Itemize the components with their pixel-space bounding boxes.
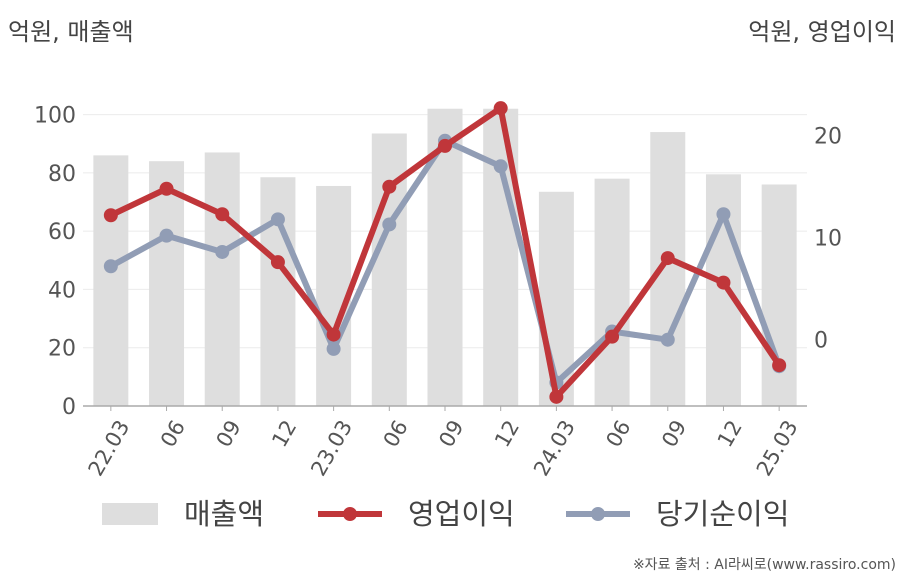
x-tick-label: 06 [601,416,635,451]
x-tick-label: 22.03 [83,416,134,480]
left-tick-label: 80 [48,162,76,187]
revenue-bar [260,177,296,406]
legend-label-net-income: 당기순이익 [656,497,789,531]
revenue-bars [93,108,797,407]
x-tick-label: 12 [713,416,747,451]
left-tick-label: 60 [48,220,76,245]
legend: 매출액 영업이익 당기순이익 [102,497,789,531]
x-tick-label: 09 [212,416,246,451]
series-point [493,159,508,174]
x-tick-label: 24.03 [529,416,580,480]
x-tick-label: 25.03 [752,416,803,480]
x-tick-label: 12 [490,416,524,451]
series-point [605,329,620,344]
revenue-bar [650,132,686,407]
right-axis-unit-label: 억원, 영업이익 [748,18,896,46]
series-point [716,275,731,290]
series-point [103,208,118,223]
series-point [326,327,341,342]
series-point [660,251,675,266]
revenue-bar [594,178,630,406]
series-point [660,332,675,347]
revenue-bar [149,161,185,406]
legend-marker-operating-profit [343,507,357,521]
left-tick-label: 0 [62,395,76,420]
left-axis-unit-label: 억원, 매출액 [8,18,134,46]
right-tick-label: 10 [814,227,842,252]
legend-label-operating-profit: 영업이익 [408,497,515,531]
series-point [103,259,118,274]
series-point [270,212,285,227]
profit-lines [103,101,787,404]
legend-marker-net-income [591,507,605,521]
series-point [438,138,452,153]
right-tick-label: 0 [814,329,828,354]
legend-swatch-revenue [102,503,158,525]
series-point [772,358,787,373]
revenue-bar [93,155,129,406]
series-point [382,179,397,194]
series-point [549,389,564,404]
series-point [493,101,508,116]
revenue-bar [204,152,240,406]
source-note: ※자료 출처 : AI라씨로(www.rassiro.com) [632,557,896,573]
x-tick-label: 06 [156,416,190,451]
series-point [215,207,230,222]
legend-label-revenue: 매출액 [184,497,264,531]
series-point [159,228,174,243]
series-point [382,217,397,232]
series-point [326,341,341,356]
series-point [215,244,230,259]
series-point [159,181,174,196]
right-tick-label: 20 [814,125,842,150]
x-tick-label: 06 [379,416,413,451]
x-tick-label: 09 [657,416,691,451]
revenue-bar [483,108,519,406]
x-tick-label: 09 [434,416,468,451]
left-tick-label: 40 [48,278,76,303]
series-point [270,255,285,270]
axes [83,405,807,411]
left-tick-label: 20 [48,337,76,362]
x-tick-label: 23.03 [306,416,357,480]
series-point [716,207,731,222]
x-tick-label: 12 [267,416,301,451]
left-tick-label: 100 [34,104,76,129]
